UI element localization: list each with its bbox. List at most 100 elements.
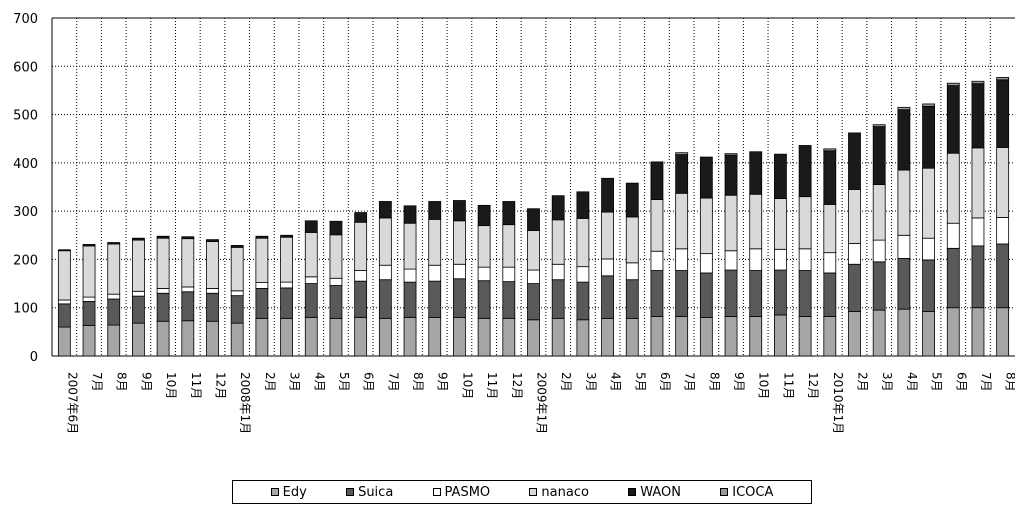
x-tick-label: 3月 [288,372,302,392]
bar-segment [329,285,343,319]
bar-segment [922,167,935,239]
bar-segment [872,261,886,311]
bar-segment [699,197,713,255]
bar-segment [625,262,639,281]
bar-segment [181,320,195,357]
legend-item: PASMO [432,484,491,500]
bar-segment [304,283,318,318]
bar-segment [255,287,269,319]
bar-segment [971,245,985,309]
bar-segment [946,247,960,309]
x-tick-label: 7月 [90,372,104,392]
bar-segment [823,150,837,205]
bar-segment [625,216,639,264]
bar-segment [551,263,565,281]
y-tick-label: 200 [13,253,38,268]
bar-segment [551,195,565,221]
bar-segment [107,324,121,357]
y-tick-label: 400 [13,157,38,172]
bar-segment [699,156,713,199]
x-tick-label: 2007年6月 [65,372,79,434]
bar-segment [181,286,195,293]
y-tick-label: 300 [13,205,38,220]
bar-segment [724,250,738,271]
bar-segment [354,316,368,357]
x-tick-label: 5月 [930,372,944,392]
legend-swatch [529,488,538,496]
legend-label: Suica [358,484,394,500]
bar-segment [230,322,244,357]
bar-segment [354,221,368,271]
bar-segment [971,307,985,357]
bar-segment [848,189,861,244]
x-tick-label: 2009年1月 [535,372,549,434]
bar-segment [477,280,491,319]
bar-segment [922,311,935,357]
x-tick-label: 10月 [757,372,771,399]
bar-segment [675,154,689,194]
x-tick-label: 6月 [658,372,672,392]
bar-segment [378,317,392,357]
bar-segment [132,295,145,324]
bar-segment [872,124,886,128]
bar-segment [527,283,540,321]
x-tick-label: 10月 [164,372,178,399]
bar-segment [749,193,763,250]
bar-segment [477,225,491,268]
x-tick-label: 4月 [609,372,623,392]
bar-segment [304,220,318,233]
bar-segment [675,270,689,317]
bar-segment [82,296,96,302]
legend-label: WAON [640,484,681,500]
bar-segment [872,126,886,185]
bar-segment [650,161,664,200]
x-tick-label: 4月 [312,372,326,392]
bar-segment [82,245,96,298]
x-tick-label: 9月 [436,372,450,392]
bar-segment [255,235,269,239]
bar-segment [107,298,121,326]
bar-segment [428,316,442,357]
legend-item: WAON [628,485,681,500]
bar-segment [206,239,219,242]
bar-segment [996,243,1010,309]
bar-segment [650,250,664,271]
x-tick-label: 9月 [732,372,746,392]
x-tick-label: 3月 [584,372,598,392]
bar-segment [675,316,689,357]
bar-segment [57,326,71,357]
bar-segment [132,290,145,297]
bar-segment [576,191,590,219]
bar-segment [156,235,170,239]
bar-segment [255,237,269,284]
bar-segment [749,248,763,271]
bar-segment [848,263,861,312]
legend-label: PASMO [444,484,491,500]
bar-segment [230,295,244,324]
bar-segment [428,264,442,282]
bar-segment [181,238,195,288]
bar-segment [453,316,466,357]
legend-item: ICOCA [720,485,773,500]
bar-segment [57,299,71,305]
bar-segment [946,152,960,224]
bar-segment [477,204,491,227]
legend-swatch [270,488,279,496]
bar-segment [82,301,96,326]
bar-segment [946,222,960,249]
bar-segment [971,80,985,85]
chart-svg: 0 100 200 300 400 500 600 700 2007年6月 7月 8月 9月 10月 11… [13,12,1015,434]
bar-segment [304,231,318,278]
x-tick-label: 2010年1月 [831,372,845,434]
x-tick-label: 4月 [905,372,919,392]
y-tick-label: 700 [13,12,38,27]
bar-segment [823,272,837,317]
bar-segment [280,236,293,283]
bar-segment [774,153,787,199]
bar-segment [996,79,1010,148]
bar-segment [403,205,417,224]
x-tick-label: 8月 [115,372,129,392]
bar-segment [132,237,145,241]
x-tick-label: 8月 [707,372,721,392]
